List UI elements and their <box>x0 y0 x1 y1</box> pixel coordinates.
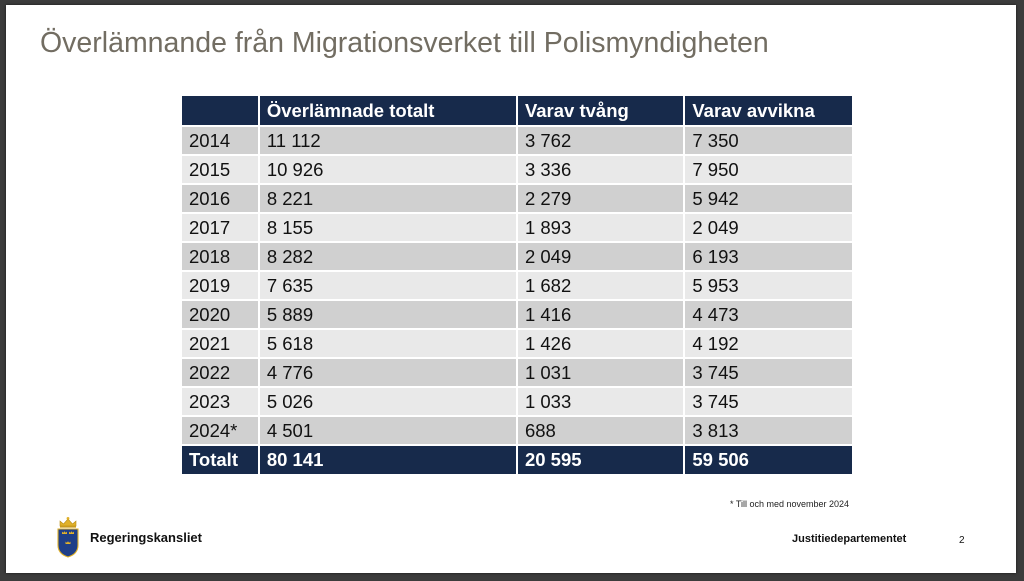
cell-tvang: 1 426 <box>515 328 686 359</box>
cell-tvang: 3 336 <box>515 154 686 185</box>
table-total-row: Totalt 80 141 20 595 59 506 <box>180 444 854 476</box>
cell-year: 2016 <box>180 183 260 214</box>
slide-title: Överlämnande från Migrationsverket till … <box>40 27 769 59</box>
table-row: 2021 5 618 1 426 4 192 <box>180 328 854 359</box>
header-varav-tvang: Varav tvång <box>515 94 686 127</box>
cell-year: 2014 <box>180 125 260 156</box>
cell-overlamnade: 7 635 <box>257 270 518 301</box>
total-tvang: 20 595 <box>515 444 686 476</box>
table-row: 2020 5 889 1 416 4 473 <box>180 299 854 330</box>
slide: Överlämnande från Migrationsverket till … <box>6 5 1016 573</box>
cell-overlamnade: 11 112 <box>257 125 518 156</box>
cell-avvikna: 3 745 <box>683 357 854 388</box>
cell-year: 2019 <box>180 270 260 301</box>
cell-overlamnade: 8 155 <box>257 212 518 243</box>
table-body: 2014 11 112 3 762 7 350 2015 10 926 3 336 7 950… <box>180 125 854 446</box>
cell-avvikna: 5 953 <box>683 270 854 301</box>
cell-year: 2017 <box>180 212 260 243</box>
table-row: 2022 4 776 1 031 3 745 <box>180 357 854 388</box>
cell-tvang: 688 <box>515 415 686 446</box>
department-name: Justitiedepartementet <box>792 533 907 545</box>
cell-overlamnade: 8 282 <box>257 241 518 272</box>
cell-year: 2023 <box>180 386 260 417</box>
cell-avvikna: 4 192 <box>683 328 854 359</box>
header-varav-avvikna: Varav avvikna <box>683 94 854 127</box>
cell-overlamnade: 5 026 <box>257 386 518 417</box>
table-row: 2018 8 282 2 049 6 193 <box>180 241 854 272</box>
total-avvikna: 59 506 <box>683 444 854 476</box>
cell-tvang: 1 893 <box>515 212 686 243</box>
cell-tvang: 2 279 <box>515 183 686 214</box>
cell-avvikna: 7 950 <box>683 154 854 185</box>
cell-tvang: 3 762 <box>515 125 686 156</box>
table-row: 2016 8 221 2 279 5 942 <box>180 183 854 214</box>
cell-avvikna: 4 473 <box>683 299 854 330</box>
cell-tvang: 1 682 <box>515 270 686 301</box>
cell-overlamnade: 5 889 <box>257 299 518 330</box>
header-overlamnade-totalt: Överlämnade totalt <box>257 94 518 127</box>
cell-year: 2022 <box>180 357 260 388</box>
data-table: Överlämnade totalt Varav tvång Varav avv… <box>180 94 854 476</box>
cell-avvikna: 5 942 <box>683 183 854 214</box>
table-row: 2024* 4 501 688 3 813 <box>180 415 854 446</box>
cell-avvikna: 3 813 <box>683 415 854 446</box>
cell-overlamnade: 10 926 <box>257 154 518 185</box>
footnote: * Till och med november 2024 <box>730 499 850 509</box>
cell-overlamnade: 4 776 <box>257 357 518 388</box>
crown-shield-icon <box>57 517 79 558</box>
total-label: Totalt <box>180 444 260 476</box>
cell-avvikna: 3 745 <box>683 386 854 417</box>
table-row: 2015 10 926 3 336 7 950 <box>180 154 854 185</box>
table-row: 2017 8 155 1 893 2 049 <box>180 212 854 243</box>
cell-year: 2021 <box>180 328 260 359</box>
cell-avvikna: 6 193 <box>683 241 854 272</box>
cell-year: 2024* <box>180 415 260 446</box>
table-row: 2023 5 026 1 033 3 745 <box>180 386 854 417</box>
org-name: Regeringskansliet <box>90 530 202 545</box>
cell-overlamnade: 5 618 <box>257 328 518 359</box>
total-overlamnade: 80 141 <box>257 444 518 476</box>
cell-overlamnade: 4 501 <box>257 415 518 446</box>
cell-year: 2018 <box>180 241 260 272</box>
cell-year: 2020 <box>180 299 260 330</box>
table-header-row: Överlämnade totalt Varav tvång Varav avv… <box>180 94 854 127</box>
cell-year: 2015 <box>180 154 260 185</box>
table-row: 2014 11 112 3 762 7 350 <box>180 125 854 156</box>
cell-tvang: 2 049 <box>515 241 686 272</box>
cell-avvikna: 7 350 <box>683 125 854 156</box>
cell-overlamnade: 8 221 <box>257 183 518 214</box>
table-row: 2019 7 635 1 682 5 953 <box>180 270 854 301</box>
cell-avvikna: 2 049 <box>683 212 854 243</box>
header-year <box>180 94 260 127</box>
cell-tvang: 1 416 <box>515 299 686 330</box>
cell-tvang: 1 033 <box>515 386 686 417</box>
cell-tvang: 1 031 <box>515 357 686 388</box>
page-number: 2 <box>959 535 965 546</box>
